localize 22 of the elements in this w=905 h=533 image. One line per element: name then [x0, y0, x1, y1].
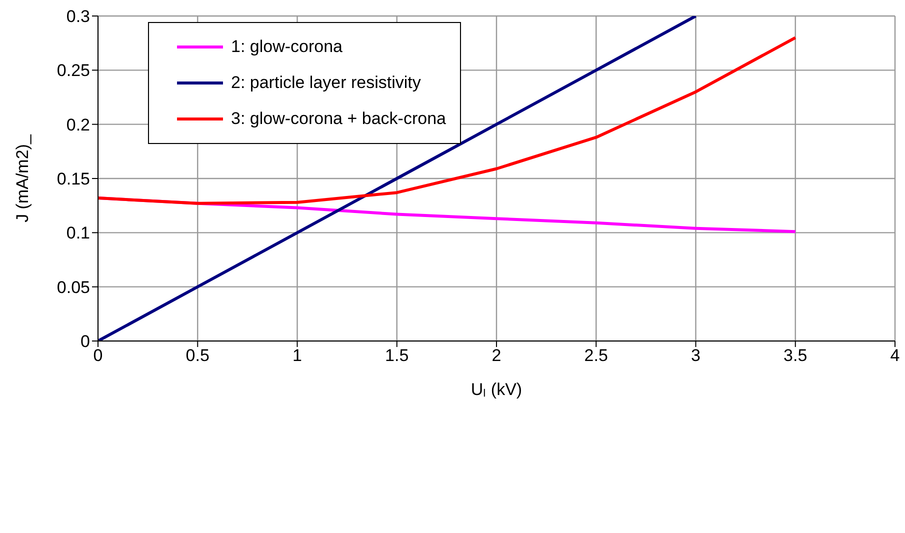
y-tick-label: 0.3 — [66, 7, 90, 26]
y-axis-title: J (mA/m2)_ — [13, 134, 32, 222]
x-tick-label: 1.5 — [385, 346, 409, 366]
x-tick-label: 2.5 — [584, 346, 608, 366]
y-tick-label: 0.15 — [56, 170, 90, 189]
line-series — [98, 36, 797, 205]
x-tick-label: 1 — [292, 346, 302, 366]
x-tick-label: 0 — [93, 346, 103, 366]
y-tick-label: 0.25 — [56, 61, 90, 80]
legend-label: 3: glow-corona + back-crona — [231, 109, 446, 129]
y-tick-label: 0 — [80, 332, 90, 352]
x-tick-label: 4 — [890, 346, 900, 366]
y-tick-label: 0.05 — [56, 278, 90, 297]
x-tick-label: 3 — [691, 346, 700, 366]
legend-label: 2: particle layer resistivity — [231, 73, 421, 93]
x-axis-title: Uₗ (kV) — [470, 380, 522, 399]
y-tick-label: 0.1 — [66, 224, 90, 243]
y-tick-label: 0.2 — [66, 115, 90, 134]
legend-label: 1: glow-corona — [231, 37, 343, 57]
x-tick-label: 3.5 — [784, 346, 808, 366]
x-tick-label: 0.5 — [186, 346, 210, 366]
x-tick-label: 2 — [492, 346, 502, 366]
